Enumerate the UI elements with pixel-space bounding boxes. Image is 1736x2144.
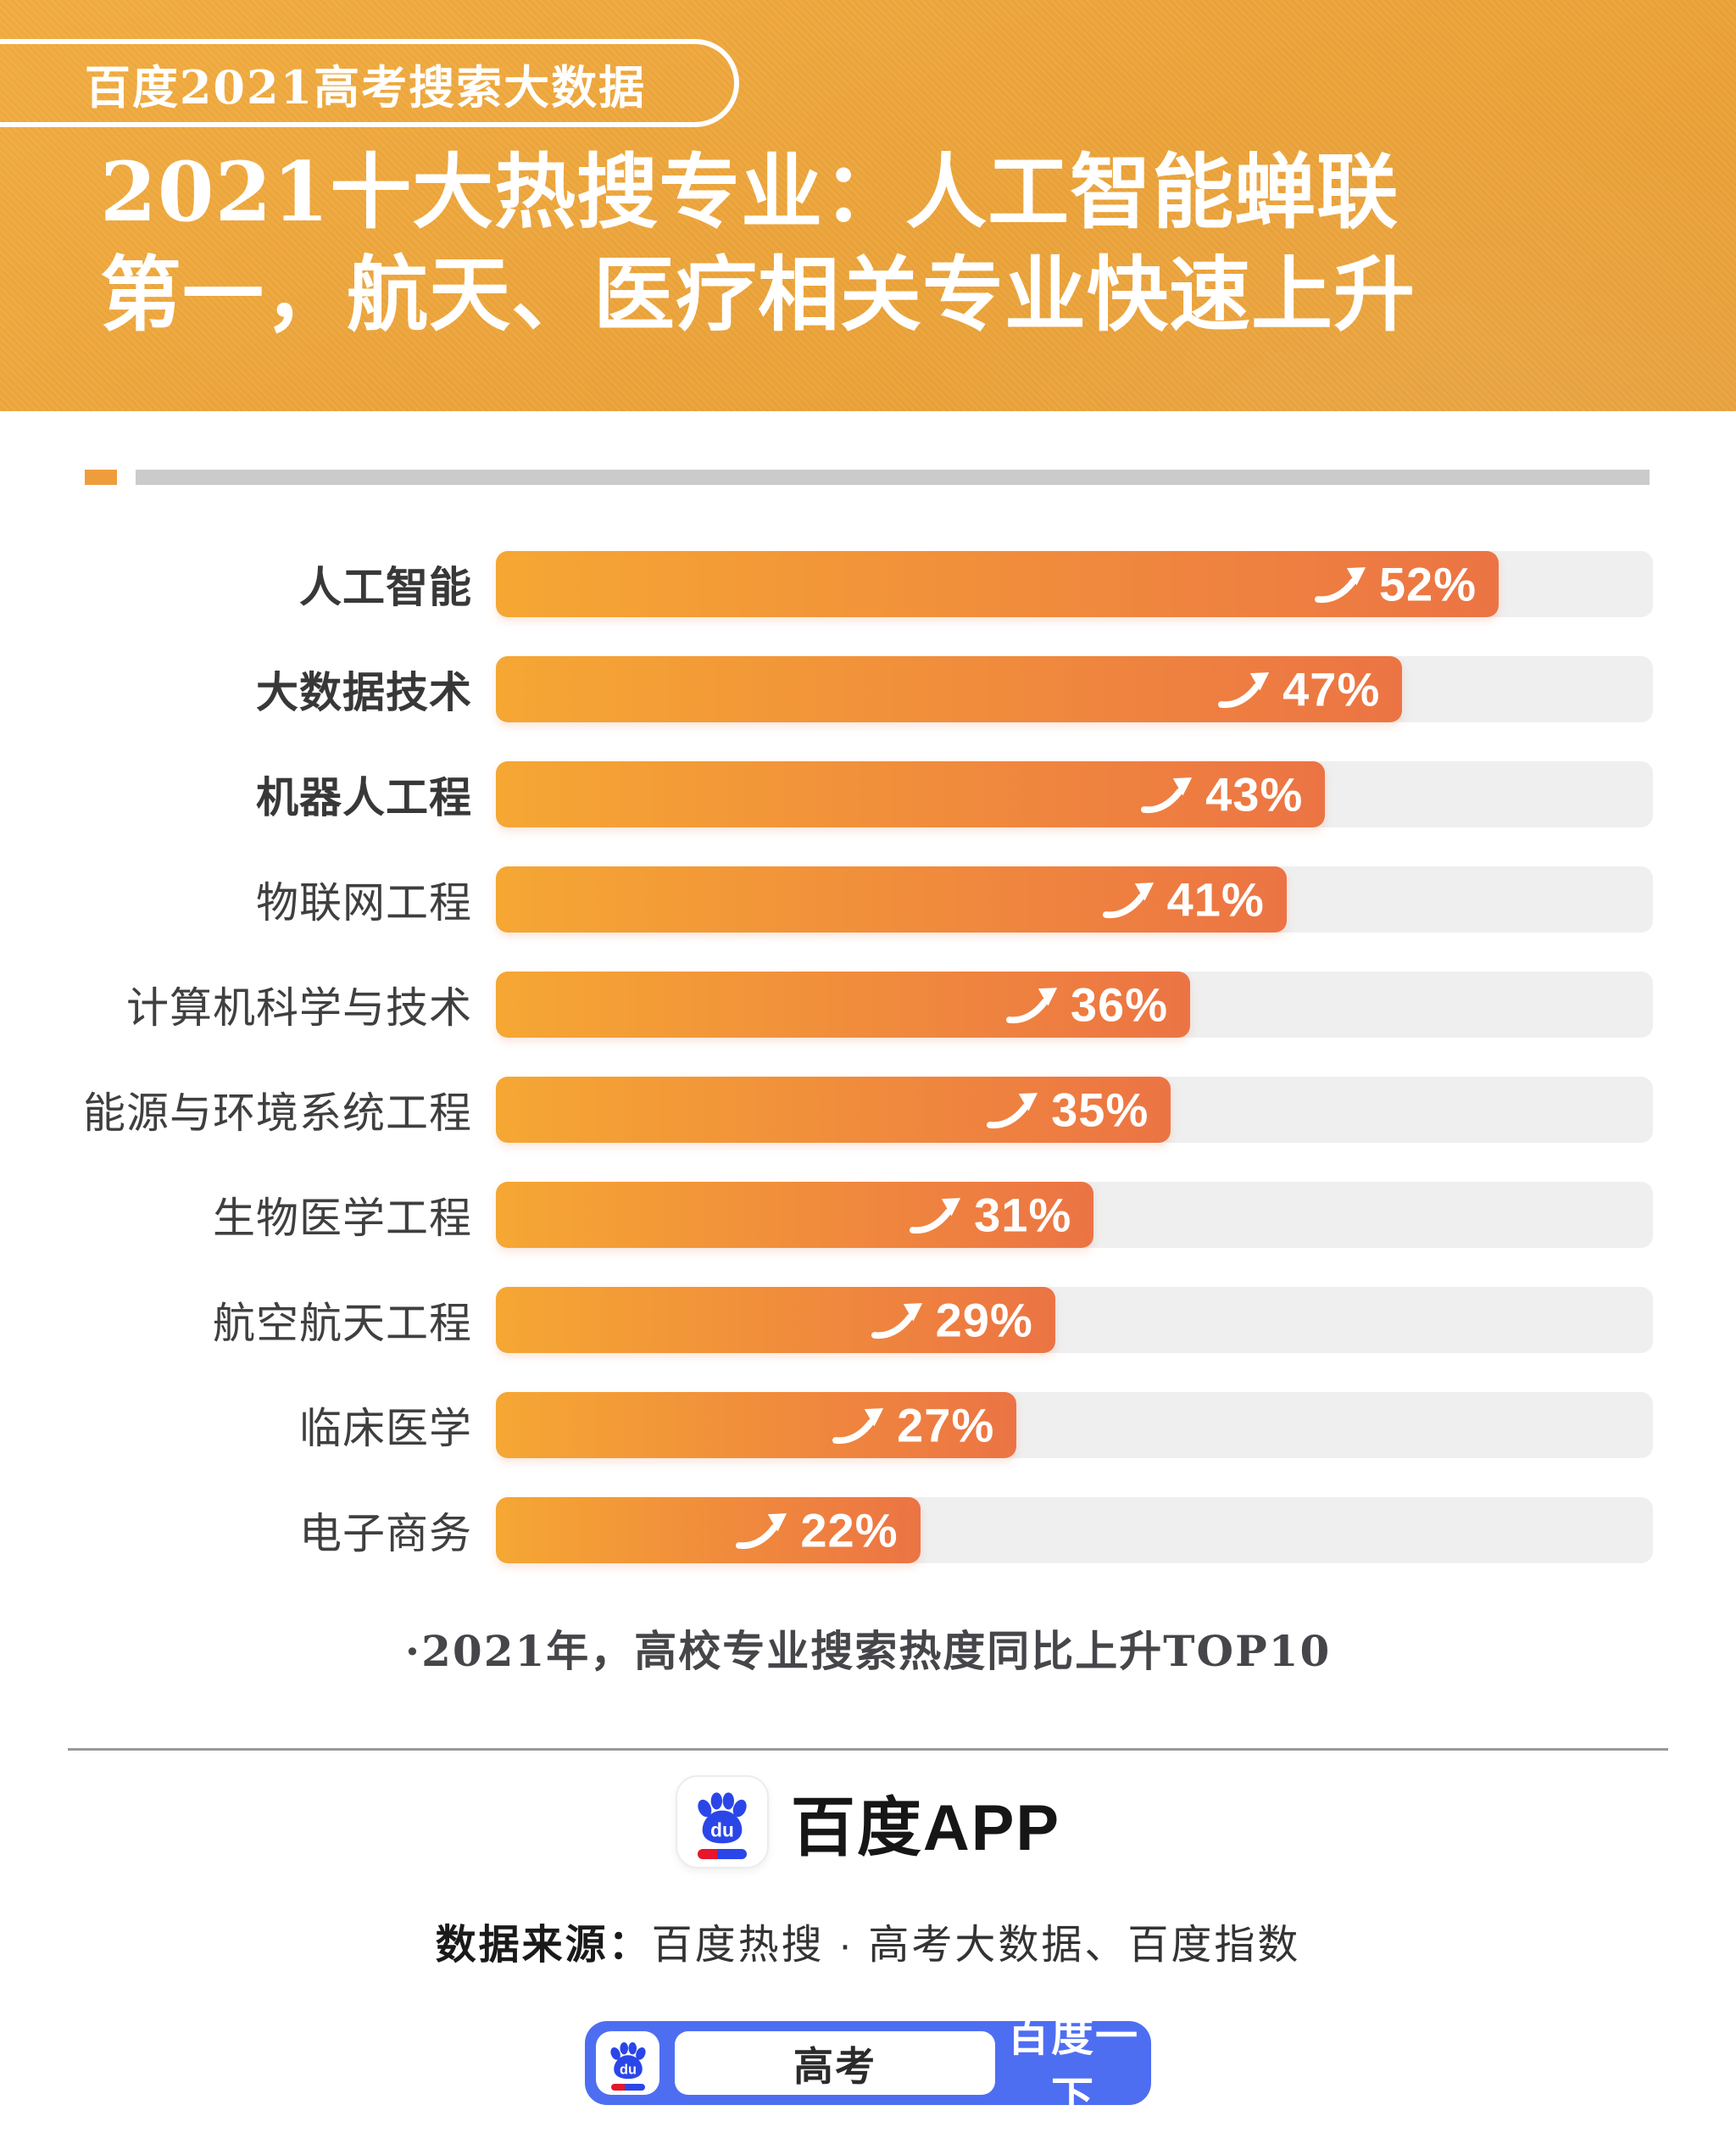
bar-value-group: 36% bbox=[1006, 977, 1168, 1033]
rise-arrow-icon bbox=[832, 1406, 887, 1445]
bar-value-group: 47% bbox=[1218, 662, 1380, 717]
bar-fill: 43% bbox=[496, 761, 1326, 827]
bar-category-label: 机器人工程 bbox=[256, 774, 472, 821]
baidu-lite-bar-icon bbox=[697, 1849, 747, 1859]
bar-fill: 27% bbox=[496, 1392, 1017, 1458]
rise-arrow-icon bbox=[987, 1090, 1041, 1129]
bar-category-label: 计算机科学与技术 bbox=[126, 984, 472, 1032]
bar-category-label: 生物医学工程 bbox=[213, 1195, 472, 1242]
baidu-search-bar[interactable]: 高考 百度一下 bbox=[585, 2013, 1151, 2121]
page-title-line2: 第一，航天、医疗相关专业快速上升 bbox=[100, 247, 1416, 342]
bar-row: 物联网工程 41% bbox=[0, 866, 1736, 933]
bar-value-label: 36% bbox=[1070, 977, 1168, 1032]
bar-chart: 人工智能 52% 大数据技术 47% bbox=[0, 551, 1736, 1602]
rise-arrow-icon bbox=[1141, 775, 1195, 814]
bar-value-label: 29% bbox=[935, 1293, 1033, 1347]
bar-value-group: 29% bbox=[871, 1293, 1033, 1348]
bar-value-label: 35% bbox=[1051, 1083, 1149, 1137]
rise-arrow-icon bbox=[1218, 670, 1272, 709]
bar-row: 电子商务 22% bbox=[0, 1497, 1736, 1563]
rise-arrow-icon bbox=[1006, 985, 1060, 1024]
bar-track: 31% bbox=[496, 1182, 1653, 1248]
bar-value-label: 52% bbox=[1378, 557, 1477, 611]
bar-value-label: 43% bbox=[1205, 767, 1304, 821]
baidu-app-icon bbox=[675, 1775, 769, 1868]
bar-category-label: 能源与环境系统工程 bbox=[83, 1089, 472, 1137]
bar-category-label: 电子商务 bbox=[299, 1510, 472, 1557]
page-title-line1: 2021十大热搜专业：人工智能蝉联 bbox=[100, 144, 1399, 240]
rise-arrow-icon bbox=[910, 1195, 964, 1234]
bar-row: 人工智能 52% bbox=[0, 551, 1736, 617]
search-input[interactable]: 高考 bbox=[675, 2031, 995, 2095]
bar-category-label: 人工智能 bbox=[299, 564, 472, 611]
bar-fill: 41% bbox=[496, 866, 1287, 933]
bar-category-label: 大数据技术 bbox=[256, 669, 472, 716]
data-source-label: 数据来源： bbox=[435, 1923, 652, 1968]
page-title: 2021十大热搜专业：人工智能蝉联 第一，航天、医疗相关专业快速上升 bbox=[100, 141, 1677, 346]
bar-fill: 36% bbox=[496, 972, 1190, 1038]
bar-fill: 52% bbox=[496, 551, 1499, 617]
bar-track: 22% bbox=[496, 1497, 1653, 1563]
baidu-paw-icon bbox=[608, 2041, 648, 2079]
bar-value-label: 47% bbox=[1283, 662, 1381, 716]
search-button[interactable]: 百度一下 bbox=[1007, 2012, 1139, 2121]
bar-track: 27% bbox=[496, 1392, 1653, 1458]
bar-fill: 47% bbox=[496, 656, 1403, 722]
bar-value-group: 31% bbox=[910, 1188, 1071, 1243]
divider-line bbox=[136, 470, 1650, 485]
bar-value-group: 22% bbox=[736, 1503, 898, 1558]
bar-fill: 31% bbox=[496, 1182, 1094, 1248]
baidu-app-name: 百度APP bbox=[790, 1792, 1061, 1864]
bar-track: 47% bbox=[496, 656, 1653, 722]
bar-track: 41% bbox=[496, 866, 1653, 933]
bar-row: 机器人工程 43% bbox=[0, 761, 1736, 827]
bar-track: 43% bbox=[496, 761, 1653, 827]
bar-track: 35% bbox=[496, 1077, 1653, 1143]
bar-value-label: 41% bbox=[1166, 872, 1265, 927]
bar-value-group: 27% bbox=[832, 1398, 994, 1453]
bar-fill: 35% bbox=[496, 1077, 1171, 1143]
search-bar-app-icon bbox=[596, 2031, 659, 2095]
bar-row: 大数据技术 47% bbox=[0, 656, 1736, 722]
divider-accent-square bbox=[85, 470, 117, 485]
data-source-text: 百度热搜 · 高考大数据、百度指数 bbox=[651, 1923, 1301, 1968]
bar-row: 计算机科学与技术 36% bbox=[0, 972, 1736, 1038]
bar-value-label: 22% bbox=[800, 1503, 899, 1557]
bar-track: 36% bbox=[496, 972, 1653, 1038]
baidu-paw-icon bbox=[695, 1792, 749, 1844]
header-badge: 百度2021高考搜索大数据 bbox=[0, 39, 739, 127]
baidu-app-logo: 百度APP bbox=[0, 1774, 1736, 1870]
bar-track: 52% bbox=[496, 551, 1653, 617]
rise-arrow-icon bbox=[871, 1300, 926, 1339]
bar-fill: 29% bbox=[496, 1287, 1055, 1353]
bar-category-label: 航空航天工程 bbox=[213, 1300, 472, 1347]
bar-value-label: 31% bbox=[974, 1188, 1072, 1242]
header-banner: 百度2021高考搜索大数据 2021十大热搜专业：人工智能蝉联 第一，航天、医疗… bbox=[0, 0, 1736, 411]
bar-fill: 22% bbox=[496, 1497, 921, 1563]
bar-row: 航空航天工程 29% bbox=[0, 1287, 1736, 1353]
header-badge-label: 百度2021高考搜索大数据 bbox=[84, 59, 647, 114]
bar-category-label: 物联网工程 bbox=[256, 879, 472, 927]
bar-track: 29% bbox=[496, 1287, 1653, 1353]
bar-value-group: 43% bbox=[1141, 767, 1303, 822]
rise-arrow-icon bbox=[1315, 565, 1369, 604]
rise-arrow-icon bbox=[736, 1511, 790, 1550]
chart-note: ·2021年，高校专业搜索热度同比上升TOP10 bbox=[404, 1626, 1332, 1676]
bar-row: 临床医学 27% bbox=[0, 1392, 1736, 1458]
bar-value-group: 52% bbox=[1315, 557, 1477, 612]
baidu-lite-bar-icon bbox=[610, 2084, 645, 2091]
data-source: 数据来源：百度热搜 · 高考大数据、百度指数 bbox=[0, 1911, 1736, 1970]
bar-row: 生物医学工程 31% bbox=[0, 1182, 1736, 1248]
bar-value-group: 41% bbox=[1103, 872, 1265, 927]
bar-row: 能源与环境系统工程 35% bbox=[0, 1077, 1736, 1143]
bar-category-label: 临床医学 bbox=[299, 1405, 472, 1452]
footer-divider-line bbox=[68, 1748, 1668, 1751]
rise-arrow-icon bbox=[1103, 880, 1157, 919]
bar-value-label: 27% bbox=[897, 1398, 995, 1452]
bar-value-group: 35% bbox=[987, 1083, 1149, 1138]
